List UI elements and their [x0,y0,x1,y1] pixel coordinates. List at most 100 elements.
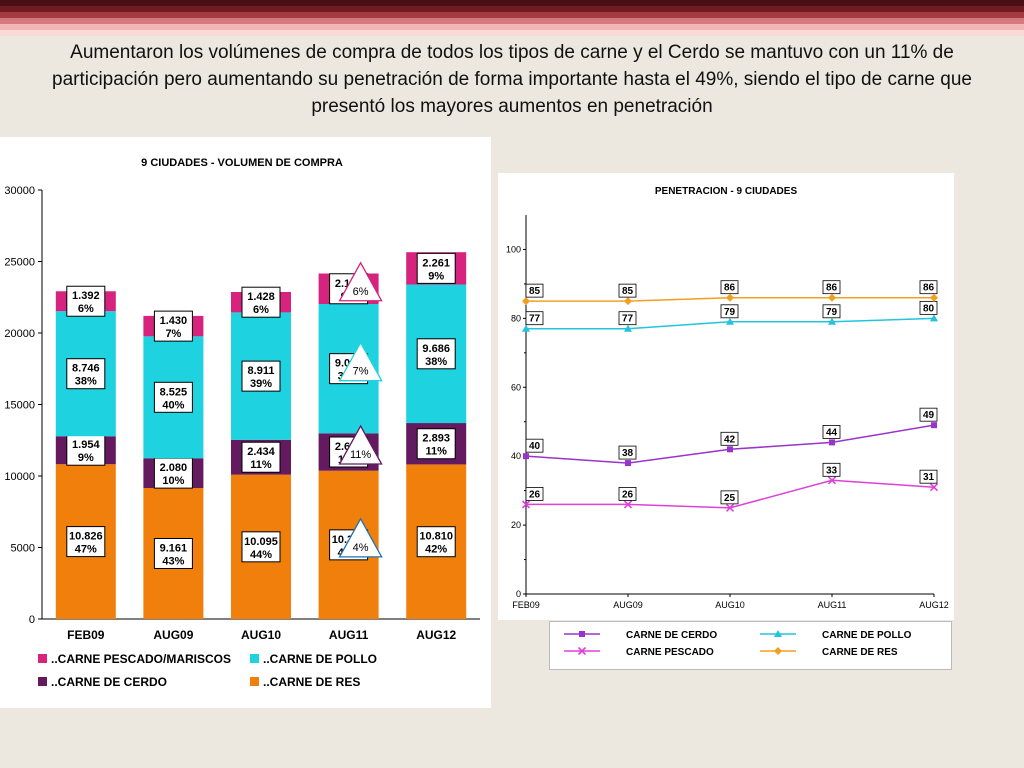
data-point: 49 [919,407,938,429]
data-label-value: 2.261 [422,257,450,269]
penetration-chart-panel: PENETRACION - 9 CIUDADES 0 20 40 60 80 100 FEB0… [498,173,954,620]
x-tick-label: FEB09 [67,628,105,642]
point-marker [522,324,530,332]
data-label-box [241,360,281,392]
point-label-box [525,283,544,298]
data-label-box [153,310,193,342]
data-label-pct: 6% [78,303,94,315]
point-label-box [919,407,938,422]
data-point: 33 [822,462,841,485]
growth-arrow: 7% [338,341,383,382]
data-label-pct: 43% [162,555,184,567]
data-point: 25 [720,490,739,512]
point-label-box [618,445,637,460]
data-label-box [416,526,456,558]
x-tick-label: AUG09 [153,628,193,642]
growth-arrow: 4% [338,517,383,558]
data-label-value: 10.095 [244,536,278,548]
point-marker [623,500,633,509]
point-label-box [525,487,544,501]
data-label-box [66,526,106,558]
growth-arrow-shape [338,341,383,382]
data-label-pct: 47% [75,544,97,556]
point-marker [725,503,735,512]
penetration-legend: CARNE DE CERDO CARNE DE POLLO CARNE PESCAD… [549,621,952,670]
point-label: 86 [826,283,838,294]
penetration-line-chart: PENETRACION - 9 CIUDADES 0 20 40 60 80 100 FEB0… [506,186,949,610]
point-label-box [822,424,841,439]
data-label-pct: 9% [78,452,94,464]
point-label: 38 [622,448,634,459]
header-stripe [0,6,1024,12]
legend-label: CARNE DE CERDO [626,630,717,641]
point-label-box [720,280,739,295]
data-label-pct: 38% [75,376,97,388]
data-label-value: 10.826 [69,531,103,543]
data-point: 44 [822,424,841,446]
data-point: 26 [618,487,637,509]
data-point: 79 [720,304,739,325]
growth-arrow-shape [338,517,383,558]
data-point: 40 [523,438,544,460]
point-label-box [525,311,544,326]
y-tick-label: 80 [511,313,521,323]
legend-label: CARNE DE RES [822,647,898,658]
data-label-value: 9.161 [160,542,188,554]
point-marker [625,460,631,467]
point-label: 86 [923,283,935,294]
slide-title: Aumentaron los volúmenes de compra de to… [52,42,972,117]
x-tick-label: AUG11 [329,628,369,642]
point-marker [522,297,530,306]
point-label: 40 [529,441,541,452]
point-label-box [919,300,938,315]
point-marker [521,500,531,509]
y-tick-label: 0 [29,614,35,626]
growth-arrow-label: 6% [353,286,369,298]
data-point: 79 [822,304,841,325]
growth-arrow-shape [338,424,383,465]
legend-entry: CARNE DE POLLO [760,630,912,641]
data-label-pct: 38% [425,356,447,368]
point-label: 31 [923,472,935,483]
data-label-pct: 9% [428,270,444,282]
point-marker [726,317,734,325]
point-label: 44 [826,427,838,438]
point-marker [828,293,836,302]
point-label: 77 [622,314,634,325]
point-label: 85 [529,286,541,297]
volume-bar-chart: 9 CIUDADES - VOLUMEN DE COMPRA 0 5000 10000… [4,157,480,689]
point-label: 79 [724,307,736,318]
point-marker [930,293,938,302]
y-tick-label: 10000 [4,471,35,483]
point-marker [931,422,937,429]
data-point: 38 [618,445,637,467]
point-label: 80 [923,303,935,314]
data-label-box [241,441,281,473]
growth-arrow: 11% [338,424,383,465]
point-marker [929,483,939,492]
header-stripe [0,24,1024,30]
x-tick-label: FEB09 [512,600,540,610]
data-label-pct: 44% [250,549,272,561]
growth-arrow-label: 11% [350,449,371,461]
point-marker [930,314,938,322]
growth-arrow: 6% [338,261,383,302]
data-point: 26 [521,487,544,509]
y-tick-label: 60 [511,382,521,392]
y-tick-label: 20 [511,520,521,530]
data-label-box [416,252,456,284]
data-point: 86 [919,280,938,302]
data-label-pct: 10% [162,475,184,487]
data-label-value: 2.434 [247,446,275,458]
point-label-box [618,487,637,501]
point-label-box [720,304,739,319]
legend-swatch [38,677,47,686]
point-marker [828,317,836,325]
